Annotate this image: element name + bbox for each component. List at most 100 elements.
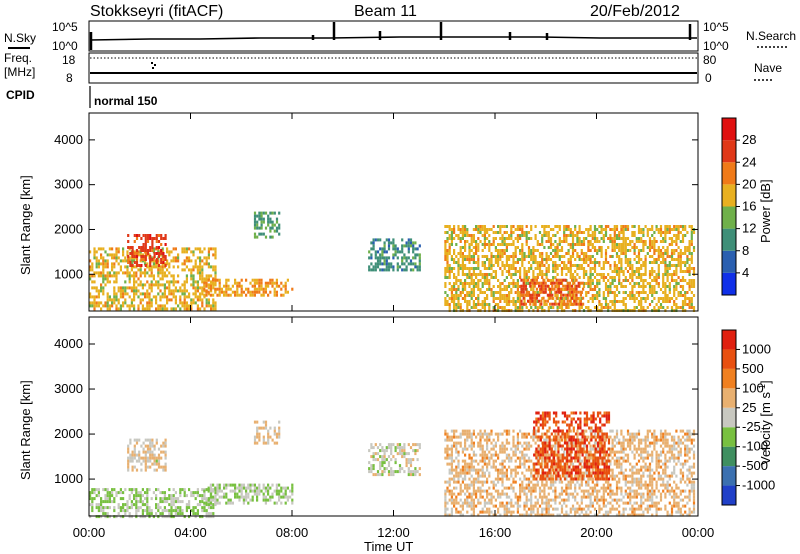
range-gate-cell [157,286,160,290]
range-gate-cell [470,495,473,499]
range-gate-cell [113,509,116,513]
range-gate-cell [273,287,276,291]
range-gate-cell [488,240,491,243]
range-gate-cell [455,282,458,285]
range-gate-cell [464,498,467,502]
range-gate-cell [126,304,129,308]
range-gate-cell [479,486,482,490]
range-gate-cell [234,281,237,285]
range-gate-cell [240,278,243,282]
range-gate-cell [238,498,241,502]
range-gate-cell [264,226,268,230]
range-gate-cell [533,281,536,285]
range-gate-cell [651,279,654,282]
range-gate-cell [124,286,127,290]
range-gate-cell [453,501,456,505]
range-gate-cell [521,450,524,454]
range-gate-cell [545,504,548,508]
range-gate-cell [464,246,467,249]
range-gate-cell [679,249,682,252]
range-gate-cell [205,515,208,519]
range-gate-cell [664,273,667,276]
range-gate-cell [205,284,208,288]
range-gate-cell [137,289,140,293]
range-gate-cell [516,447,519,451]
range-gate-cell [284,281,287,285]
range-gate-cell [379,247,382,251]
range-gate-cell [688,306,691,309]
range-gate-cell [566,281,569,285]
range-gate-cell [464,249,467,252]
range-gate-cell [122,295,125,299]
range-gate-cell [521,246,524,249]
range-gate-cell [525,273,528,276]
range-gate-cell [690,225,693,228]
range-gate-cell [620,243,623,246]
range-gate-cell [578,255,581,258]
range-gate-cell [604,249,608,252]
range-gate-cell [155,488,158,492]
range-gate-cell [457,285,460,288]
range-gate-cell [461,459,464,463]
range-gate-cell [565,225,568,228]
range-gate-cell [157,304,160,308]
range-gate-cell [571,255,575,258]
range-gate-cell [130,262,133,266]
range-gate-cell [547,246,550,249]
range-gate-cell [622,279,625,282]
range-gate-cell [486,447,489,451]
range-gate-cell [212,506,215,510]
range-gate-cell [664,261,667,264]
range-gate-cell [505,501,508,505]
range-gate-cell [133,494,136,498]
range-gate-cell [390,443,393,447]
range-gate-cell [418,446,421,450]
range-gate-cell [497,249,500,252]
range-gate-cell [185,259,188,263]
range-gate-cell [503,507,506,511]
range-gate-cell [611,291,614,294]
range-gate-cell [262,232,265,236]
range-gate-cell [464,234,467,237]
range-gate-cell [547,264,550,267]
range-gate-cell [459,294,462,297]
range-gate-cell [598,240,601,243]
range-gate-cell [468,267,471,270]
range-gate-cell [557,302,560,306]
range-gate-cell [119,488,122,492]
range-gate-cell [214,250,217,254]
range-gate-cell [168,262,171,266]
range-gate-cell [624,258,627,261]
range-gate-cell [499,288,502,291]
range-gate-cell [374,458,377,462]
range-gate-cell [260,223,263,227]
range-gate-cell [555,296,558,300]
range-gate-cell [164,255,167,258]
range-gate-cell [481,225,484,228]
range-gate-cell [111,494,114,498]
range-gate-cell [201,280,204,284]
range-gate-cell [538,291,542,294]
range-gate-cell [573,299,576,303]
range-gate-cell [234,486,237,490]
range-gate-cell [203,262,206,266]
range-gate-cell [196,503,199,507]
range-gate-cell [196,494,199,498]
range-gate-cell [494,468,497,472]
range-gate-cell [587,279,590,282]
range-gate-cell [567,261,570,264]
range-gate-cell [613,234,616,237]
range-gate-cell [538,252,542,255]
range-gate-cell [541,276,544,279]
range-gate-cell [540,287,543,291]
range-gate-cell [115,259,118,263]
range-gate-cell [598,303,601,306]
range-gate-cell [662,261,665,264]
range-gate-cell [629,243,632,246]
range-gate-cell [108,298,111,302]
range-gate-cell [273,229,276,233]
range-gate-cell [453,432,456,436]
range-gate-cell [146,280,149,284]
range-gate-cell [97,265,100,269]
range-gate-cell [512,444,515,448]
